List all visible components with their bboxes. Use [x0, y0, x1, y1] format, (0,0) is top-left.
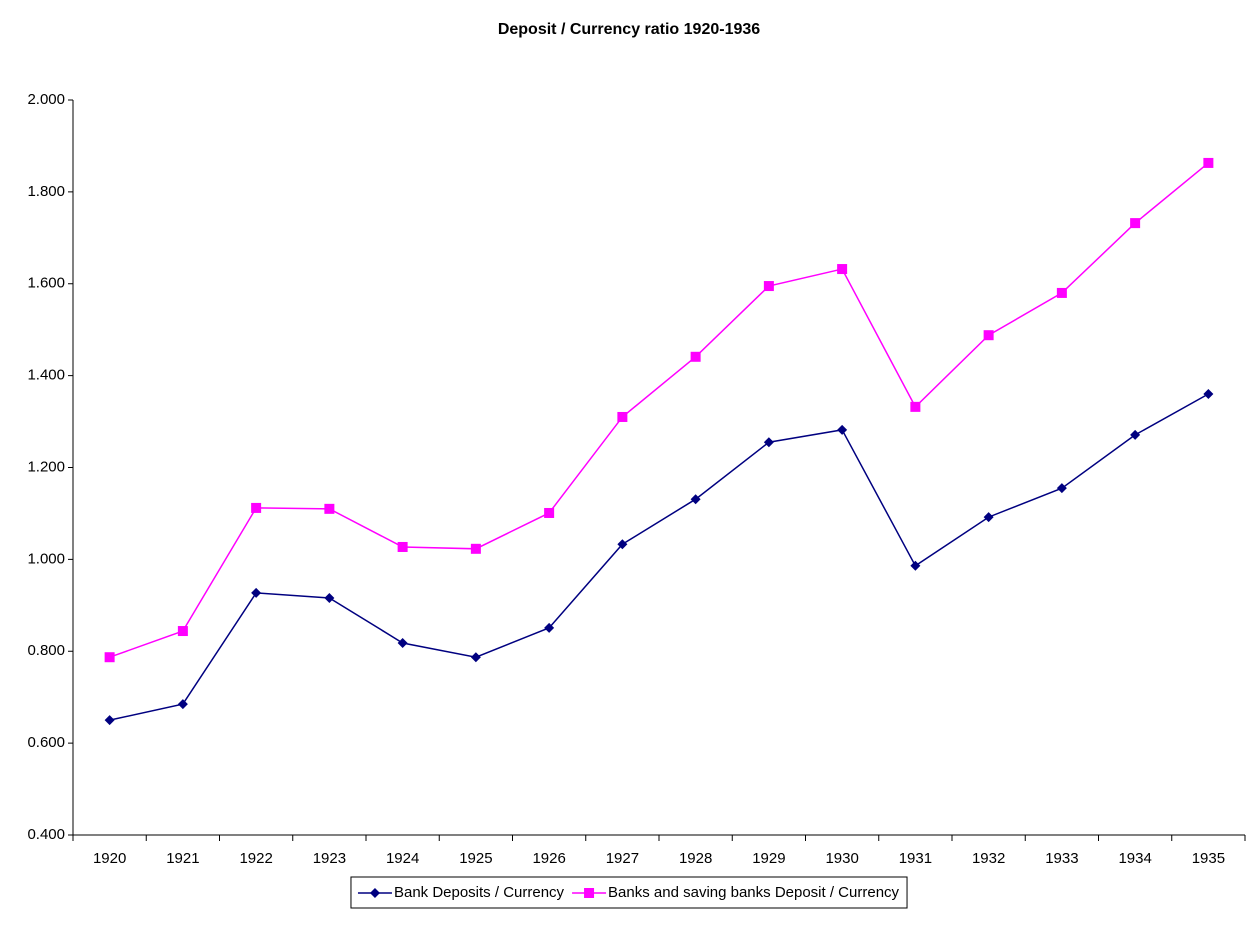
marker: [251, 502, 262, 513]
marker: [837, 424, 848, 435]
series-line: [109, 393, 1209, 721]
x-tick-label: 1932: [972, 850, 1005, 867]
marker: [1203, 157, 1214, 168]
marker: [470, 652, 481, 663]
marker: [690, 351, 701, 362]
x-tick-label: 1926: [532, 850, 565, 867]
marker: [1056, 483, 1067, 494]
y-tick-label: 0.400: [27, 826, 65, 843]
marker: [584, 888, 595, 898]
marker: [324, 592, 335, 603]
y-tick-label: 1.200: [27, 458, 65, 475]
marker: [690, 494, 701, 505]
y-tick-label: 0.600: [27, 734, 65, 751]
x-tick-label: 1923: [313, 850, 346, 867]
legend-box: [350, 876, 908, 909]
marker: [983, 512, 994, 523]
marker: [251, 587, 262, 598]
x-tick-label: 1922: [239, 850, 272, 867]
x-tick-label: 1929: [752, 850, 785, 867]
y-tick-label: 1.600: [27, 275, 65, 292]
marker: [910, 401, 921, 412]
y-tick-label: 0.800: [27, 642, 65, 659]
marker: [177, 699, 188, 710]
x-tick-label: 1925: [459, 850, 492, 867]
marker: [910, 560, 921, 571]
marker: [397, 637, 408, 648]
y-tick-label: 2.000: [27, 91, 65, 108]
marker: [617, 539, 628, 550]
marker: [983, 330, 994, 341]
legend-label: Bank Deposits / Currency: [394, 884, 565, 901]
x-tick-label: 1934: [1118, 850, 1151, 867]
x-tick-label: 1935: [1192, 850, 1225, 867]
x-tick-label: 1921: [166, 850, 199, 867]
marker: [1130, 429, 1141, 440]
marker: [104, 652, 115, 663]
x-tick-label: 1920: [93, 850, 126, 867]
y-tick-label: 1.000: [27, 550, 65, 567]
marker: [104, 715, 115, 726]
marker: [763, 437, 774, 448]
marker: [837, 264, 848, 275]
x-tick-label: 1927: [606, 850, 639, 867]
marker: [617, 411, 628, 422]
series-line: [109, 162, 1209, 658]
x-tick-label: 1933: [1045, 850, 1078, 867]
chart-title: Deposit / Currency ratio 1920-1936: [498, 21, 760, 38]
marker: [324, 503, 335, 514]
x-tick-label: 1931: [899, 850, 932, 867]
marker: [397, 541, 408, 552]
legend-label: Banks and saving banks Deposit / Currenc…: [608, 884, 899, 901]
marker: [1056, 287, 1067, 298]
y-tick-label: 1.800: [27, 183, 65, 200]
marker: [544, 507, 555, 518]
marker: [544, 622, 555, 633]
y-tick-label: 1.400: [27, 367, 65, 384]
marker: [177, 626, 188, 637]
x-tick-label: 1924: [386, 850, 419, 867]
marker: [470, 543, 481, 554]
marker: [369, 888, 380, 898]
x-tick-label: 1928: [679, 850, 712, 867]
marker: [1130, 218, 1141, 229]
x-tick-label: 1930: [825, 850, 858, 867]
marker: [763, 281, 774, 292]
marker: [1203, 389, 1214, 399]
